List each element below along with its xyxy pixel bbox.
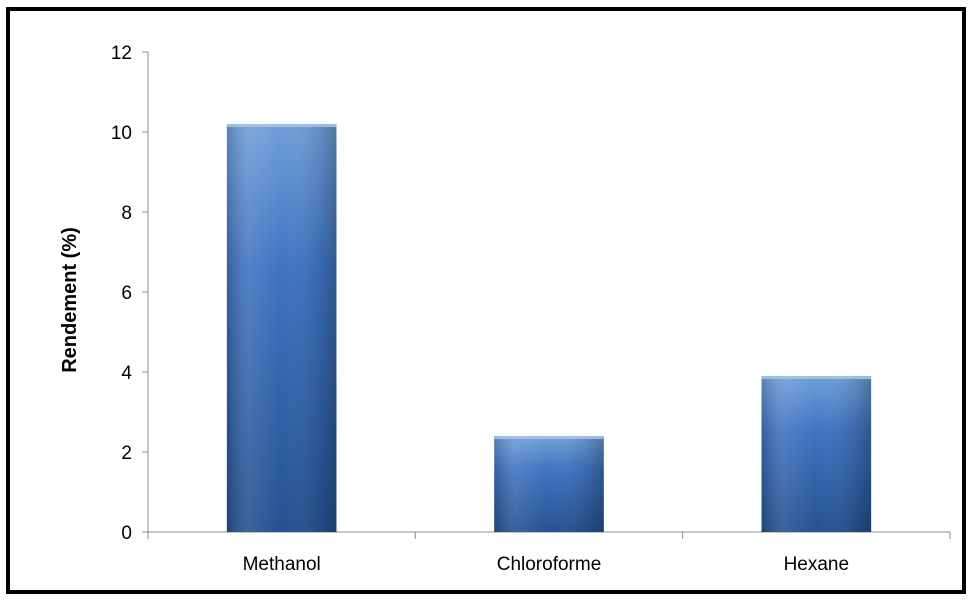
y-tick-label: 0 [121,523,132,544]
x-category-label: Hexane [784,554,850,575]
y-axis-title: Rendement (%) [59,227,81,373]
bar [226,124,337,532]
bar-shading [494,436,604,532]
bar-shading [226,124,337,532]
y-tick-label: 10 [111,123,132,144]
x-category-label: Methanol [243,554,321,575]
y-tick-label: 8 [121,203,132,224]
y-tick-label: 12 [111,43,132,64]
bar-chart: 0 2 4 6 8 10 12 Methanol Chloroforme Hexane Rend… [59,43,951,575]
bar [494,436,604,532]
bars [226,124,872,532]
bar-highlight [761,376,872,379]
bar-highlight [226,124,337,127]
y-tick-label: 2 [121,443,132,464]
bar-shading [761,376,872,532]
y-tick-label: 6 [121,283,132,304]
y-tick-label: 4 [121,363,132,384]
y-axis: 0 2 4 6 8 10 12 [111,43,149,544]
bar-highlight [494,436,604,439]
chart-frame: 0 2 4 6 8 10 12 Methanol Chloroforme Hexane Rend… [6,7,966,594]
x-axis: Methanol Chloroforme Hexane [147,531,951,575]
bar [761,376,872,532]
x-category-label: Chloroforme [497,554,602,575]
